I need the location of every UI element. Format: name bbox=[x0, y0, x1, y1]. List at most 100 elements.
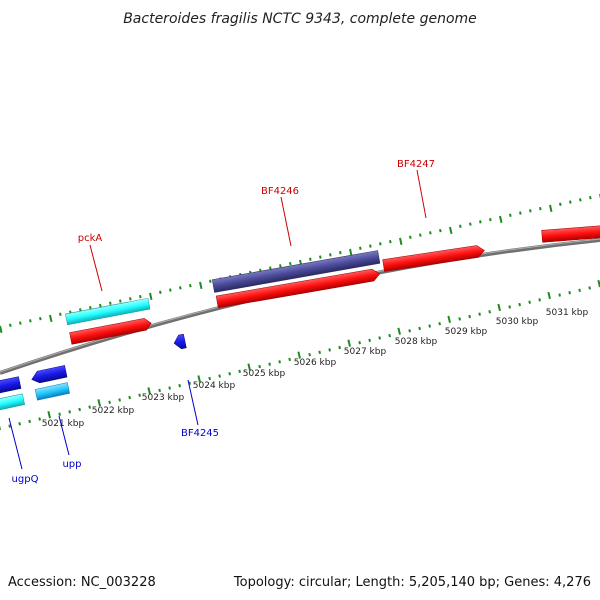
minor-tick bbox=[38, 417, 41, 421]
minor-tick bbox=[238, 369, 241, 374]
gene-BF4247-cds[interactable] bbox=[382, 245, 486, 272]
minor-tick bbox=[428, 324, 431, 328]
minor-tick bbox=[538, 298, 541, 302]
major-tick bbox=[549, 204, 553, 213]
gene-ugpQ-cds[interactable] bbox=[0, 376, 22, 395]
minor-tick bbox=[68, 410, 71, 414]
minor-tick bbox=[308, 352, 311, 357]
minor-tick bbox=[429, 231, 432, 235]
major-tick bbox=[347, 339, 351, 347]
minor-tick bbox=[139, 294, 142, 299]
minor-tick bbox=[488, 310, 491, 314]
gene-BF4245-cds[interactable] bbox=[173, 333, 187, 350]
kbp-label: 5029 kbp bbox=[445, 327, 488, 337]
minor-tick bbox=[578, 288, 581, 292]
major-tick bbox=[447, 315, 451, 323]
gene-pckA-rna[interactable] bbox=[65, 297, 151, 326]
minor-tick bbox=[569, 200, 572, 204]
gene-label-BF4247[interactable]: BF4247 bbox=[397, 159, 435, 170]
minor-tick bbox=[189, 283, 192, 288]
minor-tick bbox=[209, 279, 212, 283]
gene-BF4246-highlight[interactable] bbox=[211, 250, 381, 293]
minor-tick bbox=[79, 308, 82, 312]
minor-tick bbox=[78, 407, 81, 412]
minor-tick bbox=[118, 398, 121, 402]
major-tick bbox=[47, 411, 51, 419]
kbp-label: 5025 kbp bbox=[243, 369, 286, 379]
gene-pckA-cds[interactable] bbox=[69, 317, 153, 345]
minor-tick bbox=[519, 211, 522, 215]
major-tick bbox=[199, 281, 203, 290]
minor-tick bbox=[368, 338, 371, 343]
genome-info-text: Topology: circular; Length: 5,205,140 bp… bbox=[233, 575, 591, 590]
minor-tick bbox=[458, 317, 461, 321]
gene-next-cds[interactable] bbox=[541, 224, 600, 243]
major-tick bbox=[497, 303, 501, 312]
accession-text: Accession: NC_003228 bbox=[8, 575, 156, 590]
minor-tick bbox=[218, 374, 221, 378]
minor-tick bbox=[39, 316, 42, 321]
minor-tick bbox=[119, 299, 122, 303]
minor-tick bbox=[559, 202, 562, 206]
minor-tick bbox=[439, 228, 442, 233]
inner-tick-ring bbox=[0, 279, 600, 430]
gene-label-upp[interactable]: upp bbox=[62, 459, 81, 470]
minor-tick bbox=[188, 381, 191, 385]
minor-tick bbox=[168, 386, 171, 390]
minor-tick bbox=[59, 312, 62, 316]
major-tick bbox=[49, 314, 53, 323]
major-tick bbox=[247, 363, 251, 371]
kbp-label: 5022 kbp bbox=[92, 406, 135, 416]
major-tick bbox=[399, 237, 403, 246]
minor-tick bbox=[378, 336, 381, 340]
gene-upp-cds[interactable] bbox=[30, 365, 68, 384]
kbp-label: 5028 kbp bbox=[395, 337, 438, 347]
minor-tick bbox=[568, 290, 571, 295]
minor-tick bbox=[179, 286, 182, 290]
major-tick bbox=[0, 325, 3, 334]
minor-tick bbox=[369, 244, 372, 248]
kbp-label: 5031 kbp bbox=[546, 308, 589, 318]
gene-label-BF4246[interactable]: BF4246 bbox=[261, 186, 299, 197]
minor-tick bbox=[129, 297, 132, 301]
minor-tick bbox=[138, 393, 141, 397]
gene-upp-rna[interactable] bbox=[34, 382, 70, 401]
kbp-label: 5030 kbp bbox=[496, 317, 539, 327]
kbp-scale: 5021 kbp 5022 kbp 5023 kbp 5024 kbp 5025… bbox=[42, 308, 589, 429]
minor-tick bbox=[169, 288, 172, 292]
minor-tick bbox=[508, 305, 511, 309]
minor-tick bbox=[409, 235, 412, 239]
minor-tick bbox=[108, 400, 111, 405]
minor-tick bbox=[419, 233, 422, 237]
minor-tick bbox=[579, 198, 582, 202]
minor-tick bbox=[469, 222, 472, 226]
minor-tick bbox=[379, 242, 382, 246]
minor-tick bbox=[328, 348, 331, 352]
minor-tick bbox=[329, 253, 332, 257]
minor-tick bbox=[269, 266, 272, 270]
minor-tick bbox=[528, 300, 531, 304]
major-tick bbox=[349, 248, 353, 257]
gene-label-BF4245[interactable]: BF4245 bbox=[181, 428, 219, 439]
minor-tick bbox=[18, 422, 21, 426]
gene-BF4246-cds[interactable] bbox=[215, 268, 381, 309]
kbp-label: 5021 kbp bbox=[42, 419, 85, 429]
minor-tick bbox=[109, 301, 112, 305]
minor-tick bbox=[468, 314, 471, 319]
minor-tick bbox=[8, 424, 11, 428]
minor-tick bbox=[319, 255, 322, 259]
minor-tick bbox=[89, 305, 92, 310]
minor-tick bbox=[159, 290, 162, 294]
gene-ugpQ-rna[interactable] bbox=[0, 393, 25, 412]
minor-tick bbox=[408, 329, 411, 333]
minor-tick bbox=[558, 293, 561, 297]
minor-tick bbox=[9, 323, 12, 327]
kbp-label: 5023 kbp bbox=[142, 393, 185, 403]
gene-label-ugpQ[interactable]: ugpQ bbox=[12, 474, 39, 485]
major-tick bbox=[297, 351, 301, 359]
major-tick bbox=[197, 375, 201, 383]
minor-tick bbox=[309, 257, 312, 261]
label-leaders bbox=[8, 169, 427, 470]
gene-label-pckA[interactable]: pckA bbox=[78, 233, 103, 244]
